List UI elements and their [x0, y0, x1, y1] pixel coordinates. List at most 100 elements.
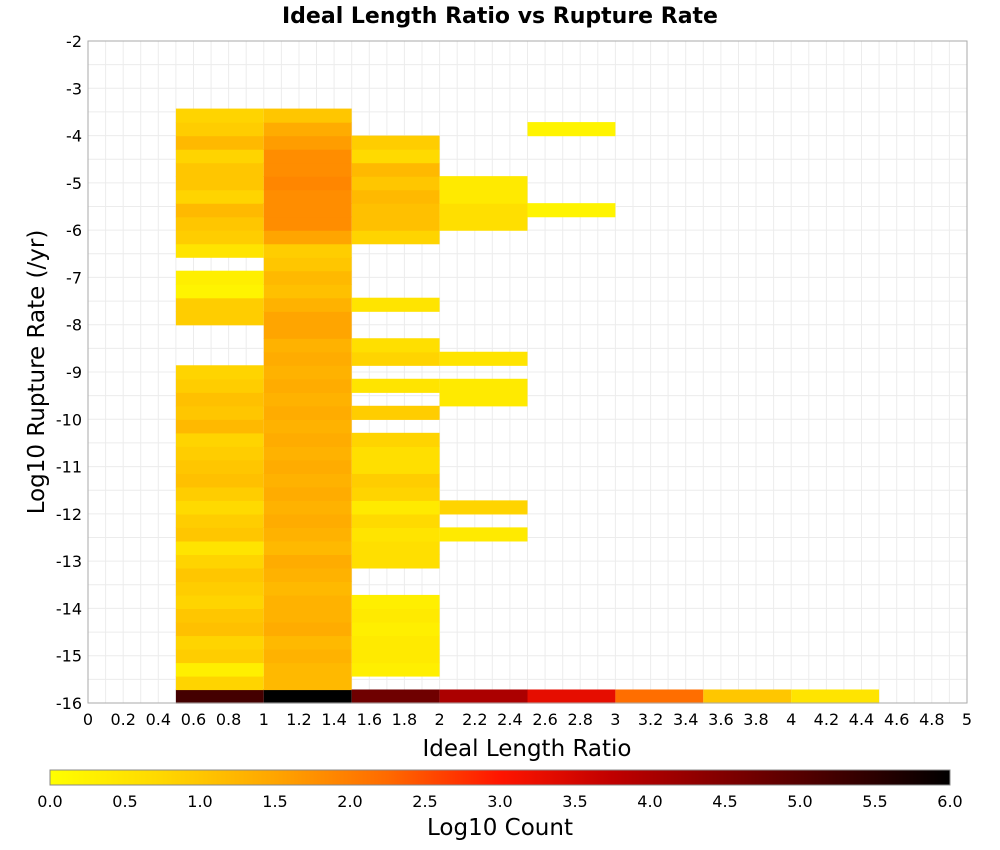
x-tick-label: 4.2 [814, 710, 839, 729]
heatmap-cell [175, 662, 264, 677]
x-tick-label: 5 [962, 710, 972, 729]
colorbar-tick-label: 1.0 [187, 792, 212, 811]
heatmap-cell [263, 446, 352, 461]
heatmap-cell [263, 351, 352, 366]
heatmap-cell [351, 513, 440, 528]
x-tick-label: 0.8 [216, 710, 241, 729]
heatmap-cell [351, 473, 440, 488]
heatmap-cell [263, 203, 352, 218]
x-tick-label: 0.6 [181, 710, 206, 729]
heatmap-cell [175, 378, 264, 393]
heatmap-cell [263, 108, 352, 123]
plot-border [87, 40, 968, 704]
heatmap-cell [351, 621, 440, 637]
heatmap-cell [351, 648, 440, 664]
heatmap-cell [351, 635, 440, 650]
heatmap-cell [175, 648, 264, 664]
heatmap-cell [439, 527, 528, 542]
colorbar-tick-label: 5.5 [862, 792, 887, 811]
heatmap-cell [175, 554, 264, 569]
heatmap-cell [175, 243, 264, 258]
y-tick-label: -14 [56, 599, 82, 618]
heatmap-cell [263, 392, 352, 407]
x-axis-label: Ideal Length Ratio [422, 736, 631, 762]
heatmap-cell [263, 149, 352, 164]
y-axis-label: Log10 Rupture Rate (/yr) [24, 230, 50, 515]
heatmap-cell [527, 203, 616, 218]
heatmap-cell [351, 689, 440, 704]
heatmap-cell [175, 675, 264, 691]
heatmap-cell [175, 527, 264, 542]
x-tick-label: 0.4 [146, 710, 171, 729]
colorbar-tick-label: 4.5 [712, 792, 737, 811]
heatmap-cell [263, 689, 352, 704]
y-tick-label: -13 [56, 552, 82, 571]
y-tick-label: -16 [56, 694, 82, 713]
y-tick-label: -4 [66, 127, 82, 146]
colorbar-tick-labels: 0.0 0.5 1.0 1.5 2.0 2.5 3.0 3.5 4.0 4.5 5.0 5.5 6.0 [37, 792, 962, 811]
heatmap-cell [263, 594, 352, 610]
heatmap-cell [175, 446, 264, 461]
colorbar-tick-label: 1.5 [262, 792, 287, 811]
heatmap-cell [263, 419, 352, 434]
heatmap-cell [263, 297, 352, 312]
heatmap-cell [263, 311, 352, 326]
heatmap-cell [175, 122, 264, 137]
x-tick-label: 1.6 [357, 710, 382, 729]
heatmap-cell [175, 189, 264, 204]
heatmap-cell [175, 689, 264, 704]
heatmap-cell [351, 338, 440, 353]
heatmap-cell [351, 378, 440, 393]
heatmap-cell [703, 689, 792, 704]
heatmap-cell [263, 405, 352, 420]
colorbar-label: Log10 Count [427, 815, 573, 841]
colorbar-tick-label: 3.5 [562, 792, 587, 811]
heatmap-cell [175, 486, 264, 501]
heatmap-cell [263, 567, 352, 583]
y-tick-label: -8 [66, 316, 82, 335]
heatmap-cell [263, 365, 352, 380]
x-tick-label: 1.8 [392, 710, 417, 729]
x-tick-label: 3.2 [638, 710, 663, 729]
heatmap-cell [175, 149, 264, 164]
heatmap-cell [351, 135, 440, 150]
colorbar-tick-label: 2.5 [412, 792, 437, 811]
x-tick-label: 4.4 [849, 710, 874, 729]
heatmap-cell [175, 135, 264, 150]
heatmap-cell [263, 230, 352, 245]
heatmap-cell [175, 392, 264, 407]
x-tick-label: 0.2 [110, 710, 135, 729]
y-tick-label: -10 [56, 410, 82, 429]
heatmap-cell [263, 270, 352, 285]
heatmap-cell [263, 635, 352, 650]
x-tick-label: 1.2 [286, 710, 311, 729]
heatmap-cell [263, 608, 352, 623]
heatmap-cell [263, 162, 352, 177]
x-tick-label: 2.8 [567, 710, 592, 729]
colorbar-tick-label: 0.0 [37, 792, 62, 811]
heatmap-cell [263, 122, 352, 137]
x-tick-label: 4.6 [884, 710, 909, 729]
heatmap-cell [263, 284, 352, 299]
heatmap-cell [175, 365, 264, 380]
heatmap-cell [263, 216, 352, 231]
heatmap-cell [175, 594, 264, 610]
heatmap-cell [175, 176, 264, 191]
heatmap-cell [263, 243, 352, 258]
heatmap-cell [263, 675, 352, 691]
heatmap-cell [351, 149, 440, 164]
x-tick-label: 3 [610, 710, 620, 729]
heatmap-cell [175, 162, 264, 177]
heatmap-cell [351, 594, 440, 610]
heatmap-cell [351, 486, 440, 501]
heatmap-cell [351, 297, 440, 312]
y-tick-label: -7 [66, 268, 82, 287]
heatmap-cell [263, 432, 352, 447]
x-tick-label: 3.8 [743, 710, 768, 729]
heatmap-cell [175, 608, 264, 623]
heatmap-cell [175, 270, 264, 285]
heatmap-cell [263, 257, 352, 272]
heatmap-cell [263, 378, 352, 393]
colorbar [49, 769, 951, 786]
heatmap-cell [263, 527, 352, 542]
